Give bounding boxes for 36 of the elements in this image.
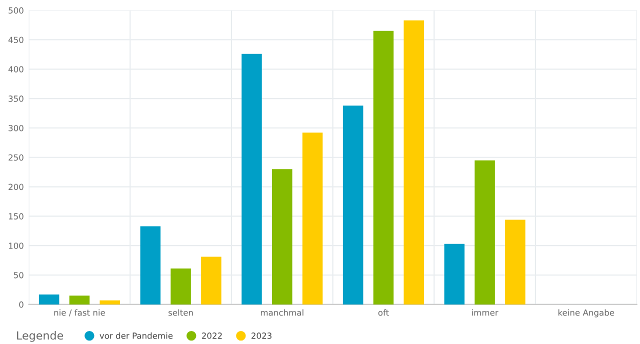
bar [140,226,161,304]
bar [444,244,465,304]
legend-label: 2022 [202,332,222,339]
y-tick-label: 250 [8,154,24,161]
x-tick-label: manchmal [260,309,304,316]
y-tick-label: 0 [19,301,24,308]
bar [272,169,292,304]
bar [373,30,394,304]
y-tick-label: 100 [8,242,24,249]
y-tick-label: 50 [14,272,24,278]
bar [342,106,364,304]
x-tick-label: nie / fast nie [54,309,105,316]
y-tick-label: 200 [8,184,24,190]
bar [404,20,424,304]
bar [69,296,90,304]
legend-label: 2023 [252,332,272,339]
bar [100,300,120,304]
x-tick-label: keine Angabe [558,309,614,318]
y-tick-label: 400 [8,66,24,72]
y-tick-label: 450 [8,36,24,44]
x-tick-label: immer [472,309,498,316]
y-tick-label: 300 [8,124,24,132]
y-tick-label: 350 [8,96,24,102]
bar [302,132,323,304]
legend-title: Legende [17,331,64,342]
legend-label: vor der Pandemie [100,332,173,339]
x-tick-label: oft [378,309,389,316]
y-tick-label: 150 [8,213,24,220]
y-tick-label: 500 [8,7,24,14]
bar [505,220,526,304]
bar [170,268,191,304]
bar [38,294,60,304]
bar [242,54,262,304]
bar [201,256,222,304]
bar [474,160,495,304]
x-tick-label: selten [168,309,193,316]
